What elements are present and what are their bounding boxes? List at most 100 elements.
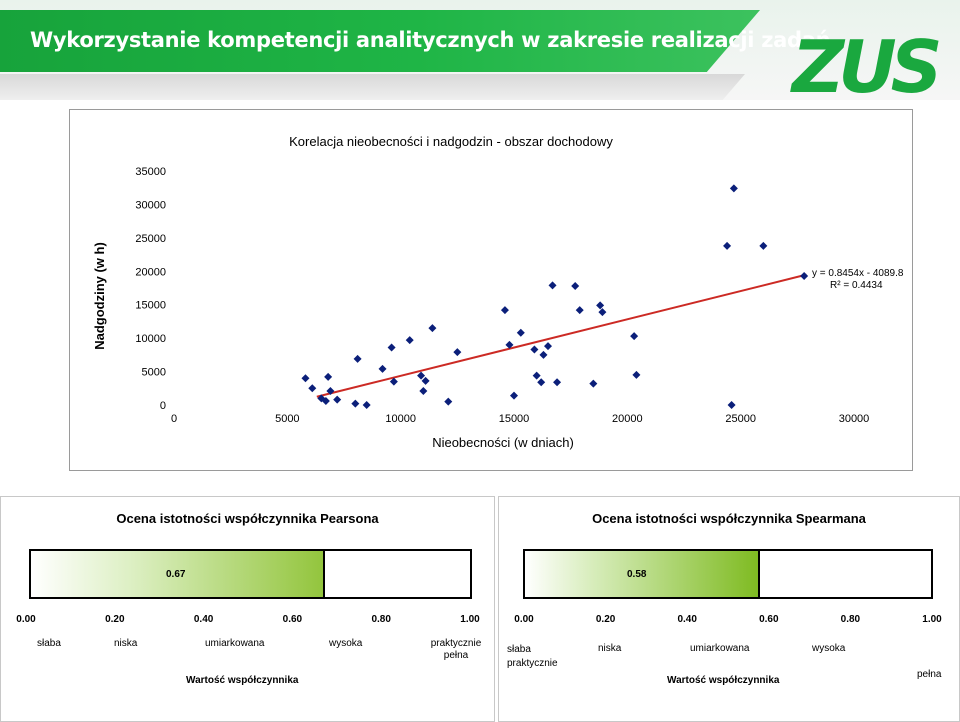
y-axis-label: Nadgodziny (w h) [92, 242, 107, 350]
y-tick-label: 5000 [142, 367, 166, 379]
x-tick-label: 15000 [499, 413, 530, 425]
pearson-category-0: słaba [37, 638, 61, 649]
y-tick-label: 35000 [135, 166, 166, 178]
data-point [553, 378, 562, 387]
pearson-bar [29, 549, 472, 599]
trendline-r2: R² = 0.4434 [830, 280, 883, 291]
trendline-equation: y = 0.8454x - 4089.8 [812, 268, 904, 279]
data-point [571, 281, 580, 290]
data-point [333, 395, 342, 404]
data-point [417, 371, 426, 380]
pearson-scale-tick: 0.60 [282, 614, 303, 625]
zus-logo: ZUS [790, 25, 940, 104]
data-point [353, 354, 362, 363]
data-point [544, 342, 552, 351]
zus-logo-text: ZUS [790, 25, 939, 104]
page-title: Wykorzystanie kompetencji analitycznych … [30, 28, 831, 52]
data-point [419, 386, 428, 395]
trendline [316, 273, 807, 398]
data-point [421, 376, 430, 385]
spearman-scale-tick: 0.40 [677, 614, 697, 625]
spearman-panel: Ocena istotności współczynnika Spearmana… [498, 496, 960, 722]
data-point [516, 328, 525, 337]
data-point [428, 324, 437, 333]
x-tick-label: 30000 [839, 413, 870, 425]
pearson-panel: Ocena istotności współczynnika Pearsona … [0, 496, 495, 722]
y-tick-label: 30000 [135, 199, 166, 211]
spearman-value: 0.58 [627, 569, 647, 580]
pearson-footer: Wartość współczynnika [186, 675, 299, 686]
pearson-scale-tick: 0.40 [193, 614, 214, 625]
spearman-title: Ocena istotności współczynnika Spearmana [592, 511, 866, 526]
pearson-scale-tick: 1.00 [460, 614, 480, 625]
y-axis-ticks: 0 5000 10000 15000 20000 25000 30000 35000 [135, 166, 166, 412]
data-point [729, 184, 738, 193]
spearman-category-0: słaba praktycznie [507, 644, 558, 669]
y-tick-label: 10000 [135, 333, 166, 345]
pearson-scale-tick: 0.00 [16, 614, 36, 625]
pearson-category-4: praktycznie pełna [430, 638, 482, 661]
y-tick-label: 15000 [135, 300, 166, 312]
data-point [723, 241, 732, 250]
pearson-category-2: umiarkowana [205, 638, 265, 649]
spearman-scale-tick: 0.00 [514, 614, 534, 625]
y-tick-label: 20000 [135, 266, 166, 278]
x-axis-ticks: 0 5000 10000 15000 20000 25000 30000 [171, 413, 869, 425]
pearson-scale-tick: 0.80 [371, 614, 391, 625]
data-point [444, 397, 453, 406]
data-point [598, 308, 607, 317]
x-tick-label: 5000 [275, 413, 299, 425]
scatter-chart: Korelacja nieobecności i nadgodzin - obs… [92, 134, 904, 450]
x-tick-label: 0 [171, 413, 177, 425]
data-point [530, 345, 539, 354]
title-bar [0, 10, 760, 72]
x-tick-label: 10000 [385, 413, 416, 425]
data-point [505, 340, 514, 349]
data-point [537, 378, 546, 387]
spearman-category-3: wysoka [812, 643, 846, 654]
data-point [532, 371, 541, 380]
spearman-scale-tick: 0.20 [595, 614, 616, 625]
y-tick-label: 25000 [135, 233, 166, 245]
data-point [301, 374, 310, 383]
data-point [596, 301, 605, 310]
y-tick-label: 0 [160, 400, 166, 412]
data-point [453, 348, 462, 357]
x-tick-label: 25000 [725, 413, 756, 425]
data-point [362, 401, 371, 409]
spearman-bar [523, 549, 933, 599]
spearman-category-4: pełna [917, 669, 942, 680]
data-point [632, 370, 641, 379]
spearman-scale-tick: 1.00 [922, 614, 942, 625]
scatter-points [301, 184, 809, 409]
data-point [405, 336, 414, 345]
chart-title: Korelacja nieobecności i nadgodzin - obs… [289, 134, 613, 149]
pearson-category-1: niska [114, 638, 138, 649]
data-point [387, 343, 396, 352]
data-point [326, 386, 335, 395]
header-stripe [0, 74, 745, 100]
data-point [324, 372, 333, 381]
data-point [500, 306, 509, 315]
x-axis-label: Nieobecności (w dniach) [432, 435, 574, 450]
data-point [321, 396, 330, 405]
data-point [539, 350, 548, 359]
pearson-scale-tick: 0.20 [105, 614, 125, 625]
spearman-scale: 0.00 0.20 0.40 0.60 0.80 1.00 [514, 614, 941, 628]
data-point [759, 241, 768, 250]
data-point [510, 391, 518, 400]
pearson-title: Ocena istotności współczynnika Pearsona [116, 511, 379, 526]
spearman-bar-fill [525, 551, 761, 597]
pearson-value: 0.67 [166, 569, 186, 580]
data-point [378, 364, 387, 373]
data-point [308, 384, 317, 393]
data-point [351, 399, 360, 408]
spearman-category-2: umiarkowana [690, 643, 750, 654]
scatter-chart-frame: Korelacja nieobecności i nadgodzin - obs… [69, 109, 913, 471]
spearman-footer: Wartość współczynnika [667, 675, 780, 686]
pearson-category-3: wysoka [329, 638, 363, 649]
data-point [589, 379, 598, 388]
pearson-bar-fill [31, 551, 326, 597]
data-point [389, 377, 398, 386]
data-point [575, 306, 584, 315]
